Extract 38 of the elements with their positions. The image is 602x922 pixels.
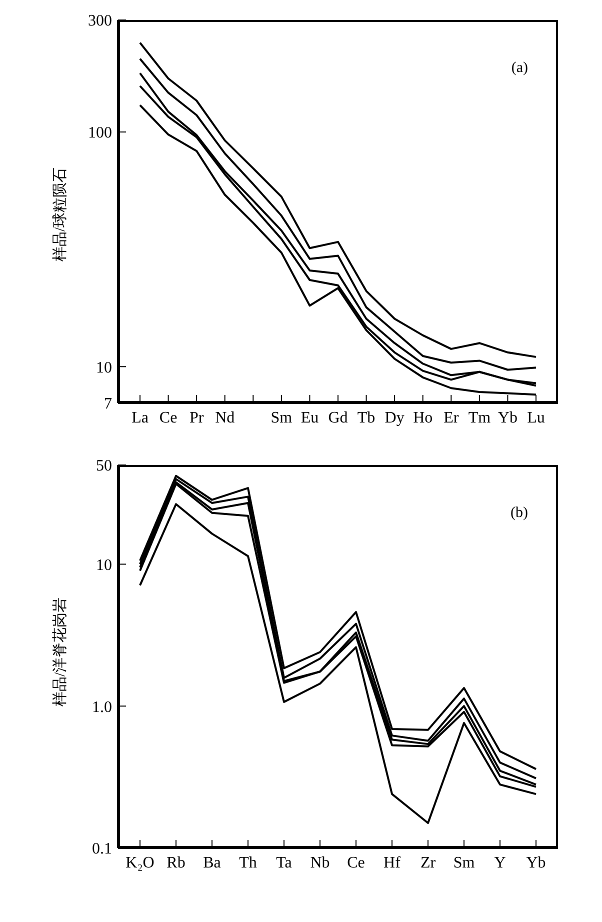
y-axis-title: 样品/球粒陨石 <box>51 167 68 262</box>
x-tick-label: Er <box>444 409 460 426</box>
x-tick-label: Yb <box>526 854 546 872</box>
annotation: (b) <box>510 505 528 522</box>
y-tick-label: 0.1 <box>92 840 112 858</box>
x-tick-label: Tb <box>357 409 376 426</box>
x-tick-label: Y <box>494 854 506 872</box>
annotation: (a) <box>511 60 528 77</box>
x-tick-label: Gd <box>328 409 348 426</box>
x-tick-label: Sm <box>270 409 293 426</box>
y-tick-label: 10 <box>96 556 112 574</box>
x-tick-label: Ba <box>203 854 221 872</box>
x-tick-label: La <box>132 409 148 426</box>
x-tick-label: Hf <box>384 854 402 872</box>
x-tick-label: Sm <box>453 854 476 872</box>
y-tick-label: 1.0 <box>92 698 112 716</box>
x-tick-label: Nd <box>215 409 235 426</box>
x-tick-label: Eu <box>300 409 319 426</box>
y-tick-label: 300 <box>88 12 112 30</box>
x-tick-label: Th <box>239 854 257 872</box>
y-tick-label: 7 <box>104 396 112 413</box>
y-tick-label: 100 <box>88 124 112 142</box>
x-tick-label: Ce <box>347 854 365 872</box>
x-tick-label: Rb <box>166 854 186 872</box>
y-tick-label: 50 <box>96 458 112 475</box>
x-tick-label: K₂O <box>126 854 154 872</box>
x-tick-label: Pr <box>189 409 204 426</box>
x-tick-label: Ta <box>276 854 292 872</box>
x-tick-label: Lu <box>527 409 545 426</box>
x-tick-label: Yb <box>498 409 518 426</box>
y-axis-title: 样品/洋脊花岗岩 <box>51 597 68 706</box>
y-tick-label: 10 <box>96 359 112 376</box>
x-tick-label: Dy <box>384 409 404 426</box>
x-tick-label: Zr <box>420 854 436 872</box>
x-tick-label: Nb <box>310 854 330 872</box>
x-tick-label: Ho <box>413 409 433 426</box>
x-tick-label: Tm <box>468 409 492 426</box>
x-tick-label: Ce <box>159 409 178 426</box>
